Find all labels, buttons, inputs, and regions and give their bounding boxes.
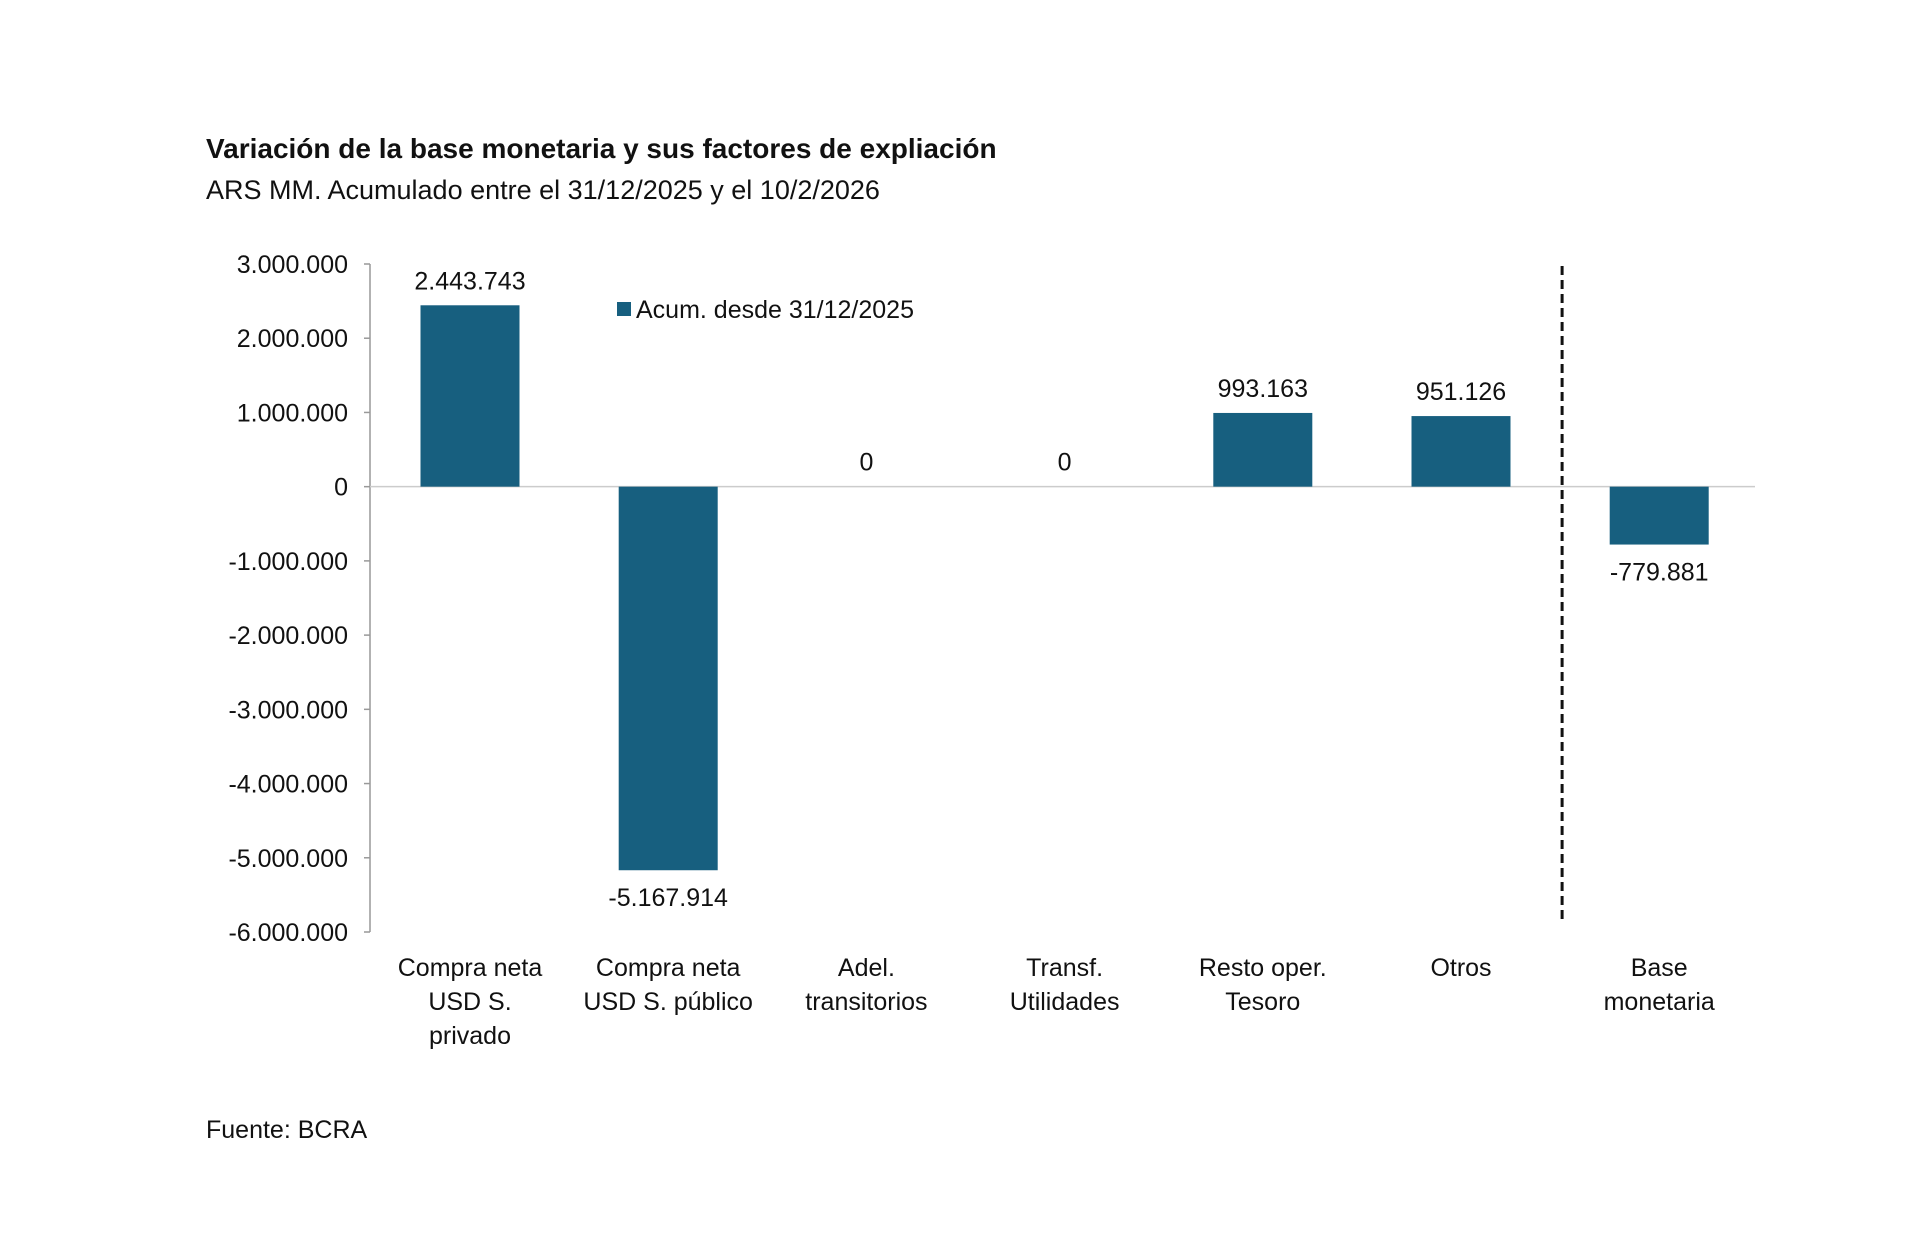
y-tick-label: -3.000.000 xyxy=(228,696,348,724)
bar xyxy=(1411,416,1511,487)
y-axis: 3.000.000 2.000.000 1.000.000 0 -1.000.000 -2… xyxy=(228,251,1755,947)
x-tick-label: Tesoro xyxy=(1225,988,1300,1016)
x-tick-label: monetaria xyxy=(1604,988,1715,1016)
x-tick-label: Resto oper. xyxy=(1199,954,1327,982)
y-tick-label: -2.000.000 xyxy=(228,622,348,650)
bar xyxy=(1609,486,1709,545)
bar xyxy=(1213,412,1313,487)
x-tick-label: Transf. xyxy=(1026,954,1103,982)
x-tick-label: Compra neta xyxy=(596,954,741,982)
x-tick-label: USD S. público xyxy=(583,988,753,1016)
y-tick-label: -4.000.000 xyxy=(228,771,348,799)
y-tick-label: 2.000.000 xyxy=(237,325,348,353)
data-label: 993.163 xyxy=(1218,375,1308,403)
y-tick-label: -1.000.000 xyxy=(228,548,348,576)
x-tick-label: Base xyxy=(1631,954,1688,982)
y-tick-label: -5.000.000 xyxy=(228,845,348,873)
legend-swatch xyxy=(617,302,631,316)
x-tick-label: Compra neta xyxy=(398,954,543,982)
data-label: -779.881 xyxy=(1610,559,1709,587)
legend: Acum. desde 31/12/2025 xyxy=(617,296,914,324)
x-tick-label: Utilidades xyxy=(1010,988,1120,1016)
x-axis-labels: Compra neta USD S. privado Compra neta USD S… xyxy=(398,954,1715,1050)
chart-subtitle: ARS MM. Acumulado entre el 31/12/2025 y … xyxy=(206,175,880,205)
data-label: 0 xyxy=(1058,449,1072,477)
x-tick-label: Adel. xyxy=(838,954,895,982)
x-tick-label: transitorios xyxy=(805,988,927,1016)
y-tick-label: 0 xyxy=(334,474,348,502)
bars: 2.443.743 -5.167.914 0 0 993.163 951.126 -779.… xyxy=(414,267,1709,912)
legend-label: Acum. desde 31/12/2025 xyxy=(636,296,914,324)
y-tick-label: -6.000.000 xyxy=(228,919,348,947)
y-tick-label: 3.000.000 xyxy=(237,251,348,279)
x-tick-label: USD S. xyxy=(428,988,511,1016)
source-note: Fuente: BCRA xyxy=(206,1116,368,1144)
chart-title: Variación de la base monetaria y sus fac… xyxy=(206,133,997,164)
x-tick-label: Otros xyxy=(1430,954,1491,982)
data-label: -5.167.914 xyxy=(608,884,728,912)
x-tick-label: privado xyxy=(429,1022,511,1050)
bar xyxy=(618,486,718,871)
data-label: 951.126 xyxy=(1416,378,1506,406)
data-label: 2.443.743 xyxy=(414,267,525,295)
y-tick-label: 1.000.000 xyxy=(237,399,348,427)
data-label: 0 xyxy=(859,449,873,477)
bar xyxy=(420,305,520,487)
